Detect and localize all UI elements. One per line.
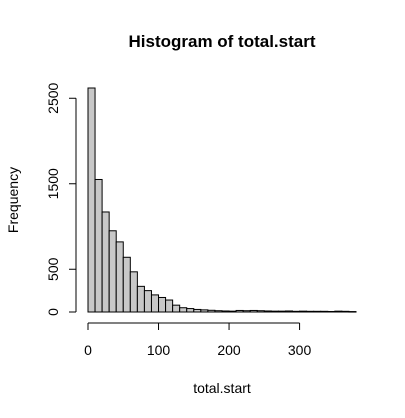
x-tick-label: 0 <box>84 342 92 358</box>
bars-group <box>87 87 357 313</box>
histogram-bar <box>179 307 188 313</box>
y-tick-label: 500 <box>45 257 61 281</box>
histogram-bar <box>292 310 301 313</box>
histogram-bar <box>235 309 244 313</box>
histogram-bar <box>165 299 174 313</box>
x-tick-label: 300 <box>288 342 312 358</box>
histogram-bar <box>284 310 294 313</box>
histogram-bar <box>94 178 103 313</box>
histogram-bar <box>158 296 167 313</box>
histogram-bar <box>313 310 322 313</box>
histogram-bar <box>327 310 336 313</box>
histogram-bar <box>129 271 138 313</box>
histogram-bar <box>87 87 96 313</box>
histogram-bar <box>221 310 230 313</box>
histogram-bar <box>115 241 124 313</box>
histogram-bar <box>193 308 202 313</box>
histogram-bar <box>200 309 209 313</box>
histogram-bar <box>242 310 251 313</box>
histogram-bar <box>320 310 329 313</box>
histogram-bar <box>150 294 160 313</box>
histogram-bar <box>249 309 258 313</box>
y-tick-label: 0 <box>45 308 61 316</box>
chart-title: Histogram of total.start <box>128 32 315 51</box>
histogram-bar <box>334 310 343 313</box>
histogram-bar <box>348 311 357 313</box>
histogram-bar <box>299 310 308 313</box>
histogram-bar <box>263 310 272 313</box>
histogram-bar <box>228 310 237 313</box>
histogram-bar <box>341 310 350 313</box>
histogram-bar <box>143 290 152 313</box>
histogram-bar <box>136 285 145 313</box>
x-axis-label: total.start <box>193 380 251 396</box>
y-tick-label: 2500 <box>45 82 61 113</box>
histogram-bar <box>186 308 195 313</box>
x-tick-label: 100 <box>147 342 171 358</box>
x-axis: 0 100 200 300 <box>84 322 312 358</box>
histogram-bar <box>270 310 279 313</box>
histogram-bar <box>214 310 223 313</box>
histogram-bar <box>207 309 216 313</box>
y-axis-label: Frequency <box>5 167 21 233</box>
histogram-bar <box>256 310 265 313</box>
histogram-bar <box>108 230 117 313</box>
x-tick-label: 200 <box>217 342 241 358</box>
histogram-bar <box>122 256 131 313</box>
histogram-bar <box>101 211 110 313</box>
histogram-bar <box>277 310 286 313</box>
y-axis: 0 500 1500 2500 <box>45 82 77 316</box>
y-tick-label: 1500 <box>45 168 61 199</box>
histogram-bar <box>172 304 181 313</box>
histogram-bar <box>306 310 315 313</box>
